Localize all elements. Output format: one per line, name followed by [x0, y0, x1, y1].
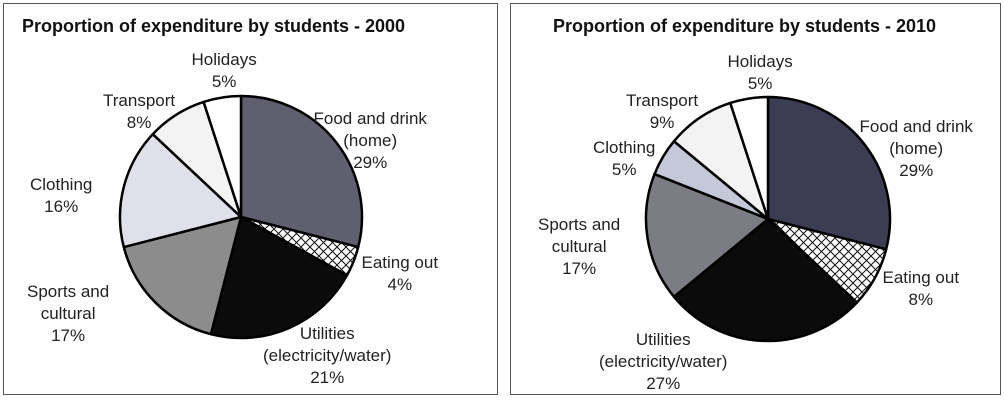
slice-label-sports: Sports and cultural 17%: [538, 214, 620, 280]
pie-slice-utilities: [672, 217, 859, 343]
slice-label-holidays: Holidays 5%: [728, 51, 793, 95]
slice-label-text: cultural: [551, 237, 607, 256]
slice-label-text: Food and drink: [313, 109, 427, 128]
slice-value-label: 21%: [310, 368, 345, 387]
slice-label-holidays: Holidays 5%: [192, 49, 257, 93]
slice-label-eating: Eating out 8%: [883, 267, 960, 311]
slice-label-text: Transport: [103, 91, 176, 110]
chart-panel-2010: Proportion of expenditure by students - …: [510, 3, 1001, 395]
slice-value-label: 27%: [646, 374, 681, 393]
slice-label-text: (home): [889, 139, 944, 158]
slice-label-sports: Sports and cultural 17%: [27, 281, 109, 347]
slice-value-label: 5%: [747, 74, 773, 93]
slice-value-label: 29%: [353, 153, 388, 172]
chart-panel-2000: Proportion of expenditure by students - …: [3, 3, 498, 395]
slice-value-label: 17%: [51, 326, 86, 345]
slice-label-text: Clothing: [30, 175, 93, 194]
slice-value-label: 5%: [611, 160, 637, 179]
pie-slice-food: [766, 95, 892, 251]
pie-slice-holidays: [729, 95, 770, 221]
slice-label-text: Clothing: [593, 138, 656, 157]
slice-value-label: 16%: [44, 197, 79, 216]
pie-chart-2000: [118, 94, 364, 340]
slice-label-transport: Transport 9%: [626, 90, 698, 134]
slice-label-text: Transport: [626, 91, 699, 110]
slice-label-utilities: Utilities (electricity/water) 27%: [599, 329, 727, 395]
slice-label-transport: Transport 8%: [103, 90, 175, 134]
pie-slice-sports: [122, 215, 243, 336]
slice-label-food: Food and drink (home) 29%: [860, 116, 973, 182]
slice-label-text: Food and drink: [859, 117, 973, 136]
slice-value-label: 4%: [387, 275, 413, 294]
slice-label-text: Holidays: [191, 50, 257, 69]
slice-label-text: Utilities: [299, 324, 355, 343]
slice-label-text: (electricity/water): [263, 346, 392, 365]
chart-title: Proportion of expenditure by students - …: [22, 16, 406, 36]
pie-slice-holidays: [202, 94, 243, 219]
slice-label-text: Holidays: [727, 52, 793, 71]
slice-label-text: Utilities: [635, 330, 691, 349]
pie-slice-sports: [644, 172, 770, 299]
pie-slice-utilities: [209, 215, 349, 340]
pie-slice-clothing: [118, 132, 243, 249]
slice-label-text: Eating out: [361, 253, 439, 272]
chart-title: Proportion of expenditure by students - …: [553, 16, 937, 36]
slice-label-text: (electricity/water): [599, 352, 728, 371]
slice-value-label: 8%: [908, 290, 934, 309]
slice-value-label: 17%: [562, 259, 597, 278]
slice-label-food: Food and drink (home) 29%: [314, 108, 427, 174]
slice-value-label: 9%: [649, 113, 675, 132]
slice-label-text: Eating out: [882, 268, 960, 287]
slice-label-eating: Eating out 4%: [362, 252, 439, 296]
slice-label-text: Sports and: [538, 215, 621, 234]
slice-value-label: 8%: [126, 113, 152, 132]
slice-label-text: (home): [343, 131, 398, 150]
slice-label-text: Sports and: [27, 282, 110, 301]
slice-value-label: 29%: [899, 161, 934, 180]
slice-label-clothing: Clothing 5%: [593, 137, 655, 181]
slice-label-text: cultural: [40, 304, 96, 323]
slice-value-label: 5%: [211, 72, 237, 91]
pie-chart-2010: [644, 95, 892, 343]
slice-label-clothing: Clothing 16%: [30, 174, 92, 218]
slice-label-utilities: Utilities (electricity/water) 21%: [263, 323, 391, 389]
pie-slice-food: [239, 94, 364, 249]
